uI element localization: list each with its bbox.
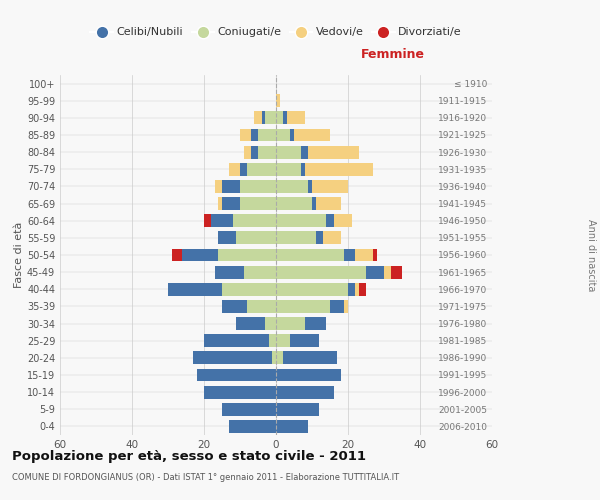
Bar <box>312 197 316 210</box>
Bar <box>172 248 182 262</box>
Bar <box>334 214 352 227</box>
Bar <box>276 368 341 382</box>
Bar <box>344 300 348 313</box>
Bar <box>287 112 305 124</box>
Bar <box>247 163 276 175</box>
Bar <box>229 163 240 175</box>
Bar <box>276 334 290 347</box>
Bar <box>276 146 301 158</box>
Bar <box>276 94 280 107</box>
Bar <box>244 146 251 158</box>
Bar <box>276 420 308 433</box>
Bar <box>355 283 359 296</box>
Bar <box>276 128 290 141</box>
Bar <box>218 232 236 244</box>
Bar <box>308 146 359 158</box>
Bar <box>272 352 276 364</box>
Bar <box>290 128 294 141</box>
Bar <box>215 180 222 193</box>
Legend: Celibi/Nubili, Coniugati/e, Vedovi/e, Divorziati/e: Celibi/Nubili, Coniugati/e, Vedovi/e, Di… <box>86 23 466 42</box>
Bar <box>240 197 276 210</box>
Bar <box>218 197 222 210</box>
Bar <box>251 128 258 141</box>
Bar <box>233 214 276 227</box>
Bar <box>254 112 262 124</box>
Bar <box>236 317 265 330</box>
Bar <box>258 146 276 158</box>
Bar <box>168 283 222 296</box>
Bar <box>301 163 305 175</box>
Bar <box>222 283 276 296</box>
Bar <box>305 163 373 175</box>
Bar <box>276 112 283 124</box>
Bar <box>391 266 402 278</box>
Bar <box>276 214 326 227</box>
Bar <box>211 214 233 227</box>
Bar <box>276 232 316 244</box>
Bar <box>258 128 276 141</box>
Bar <box>204 334 269 347</box>
Bar <box>182 248 218 262</box>
Text: Anni di nascita: Anni di nascita <box>586 219 596 291</box>
Bar <box>326 214 334 227</box>
Bar <box>193 352 272 364</box>
Bar <box>276 248 344 262</box>
Bar <box>204 214 211 227</box>
Bar <box>283 352 337 364</box>
Bar <box>373 248 377 262</box>
Bar <box>305 317 326 330</box>
Bar <box>294 128 330 141</box>
Bar <box>312 180 348 193</box>
Bar <box>204 386 276 398</box>
Bar <box>384 266 391 278</box>
Text: Femmine: Femmine <box>361 48 425 60</box>
Text: COMUNE DI FORDONGIANUS (OR) - Dati ISTAT 1° gennaio 2011 - Elaborazione TUTTITAL: COMUNE DI FORDONGIANUS (OR) - Dati ISTAT… <box>12 472 399 482</box>
Bar <box>323 232 341 244</box>
Bar <box>276 403 319 415</box>
Bar <box>316 197 341 210</box>
Bar <box>276 163 301 175</box>
Bar <box>240 163 247 175</box>
Bar <box>265 112 276 124</box>
Bar <box>247 300 276 313</box>
Bar <box>251 146 258 158</box>
Bar <box>240 128 251 141</box>
Bar <box>344 248 355 262</box>
Bar <box>222 197 240 210</box>
Bar <box>222 403 276 415</box>
Bar <box>276 283 348 296</box>
Bar <box>276 317 305 330</box>
Bar <box>218 248 276 262</box>
Bar <box>215 266 244 278</box>
Bar <box>262 112 265 124</box>
Bar <box>290 334 319 347</box>
Bar <box>244 266 276 278</box>
Bar <box>330 300 344 313</box>
Bar <box>308 180 312 193</box>
Bar <box>276 197 312 210</box>
Bar <box>229 420 276 433</box>
Bar <box>222 180 240 193</box>
Bar <box>276 180 308 193</box>
Bar <box>316 232 323 244</box>
Bar <box>355 248 373 262</box>
Bar <box>276 266 366 278</box>
Text: Popolazione per età, sesso e stato civile - 2011: Popolazione per età, sesso e stato civil… <box>12 450 366 463</box>
Y-axis label: Fasce di età: Fasce di età <box>14 222 24 288</box>
Bar <box>240 180 276 193</box>
Bar <box>366 266 384 278</box>
Bar <box>265 317 276 330</box>
Bar <box>283 112 287 124</box>
Bar <box>301 146 308 158</box>
Bar <box>276 300 330 313</box>
Bar <box>276 386 334 398</box>
Bar <box>348 283 355 296</box>
Bar <box>222 300 247 313</box>
Bar <box>197 368 276 382</box>
Bar <box>276 352 283 364</box>
Bar <box>359 283 366 296</box>
Bar <box>269 334 276 347</box>
Bar <box>236 232 276 244</box>
